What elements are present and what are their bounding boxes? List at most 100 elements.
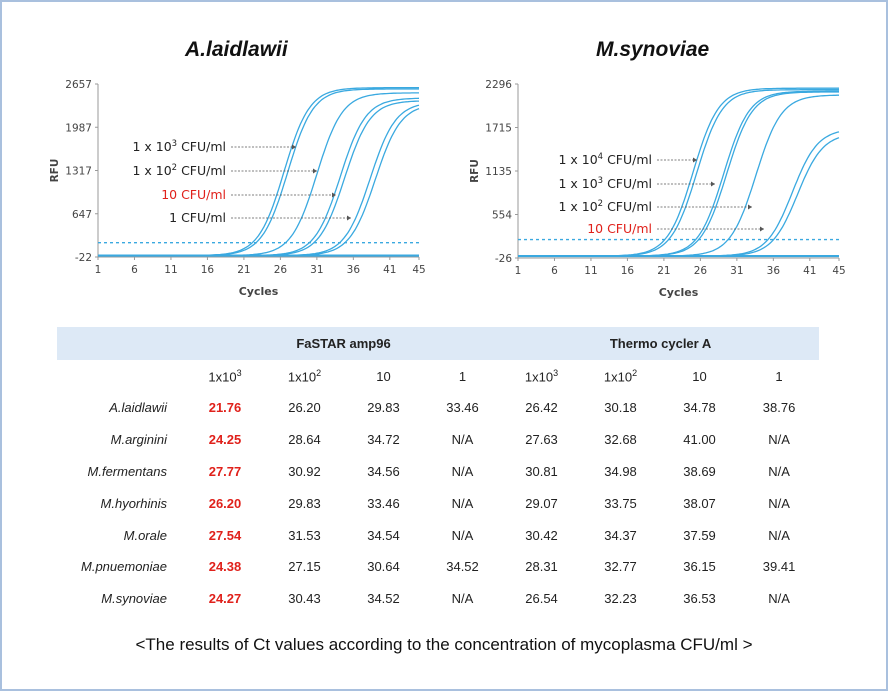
amplification-curve (518, 87, 839, 257)
organism-name: M.arginini (110, 432, 167, 448)
x-tick-label: 16 (621, 265, 635, 277)
y-tick-label: 647 (72, 209, 92, 221)
curve-annotation-label: 1 x 102 CFU/ml (558, 199, 652, 214)
axis-lines (517, 84, 839, 259)
arrow-head (347, 215, 351, 221)
ct-value: 33.46 (367, 495, 400, 511)
x-tick-label: 36 (767, 265, 781, 277)
arrow-head (292, 144, 296, 150)
ct-value: 24.25 (208, 432, 242, 448)
curve-annotation-label: 1 CFU/ml (169, 210, 226, 225)
y-tick-label: 1715 (485, 123, 512, 135)
amplification-curve (518, 89, 839, 257)
curve-annotation-label: 1 x 103 CFU/ml (558, 176, 652, 191)
ct-value: N/A (451, 432, 474, 448)
table-group-fastar: FaSTAR amp96 (185, 327, 503, 360)
ct-value: 28.31 (525, 559, 558, 575)
table-row: M.hyorhinis 26.20 29.83 33.46 N/A 29.07 33.75 3… (57, 487, 819, 519)
concentration-header: 1x102 (287, 367, 322, 385)
x-tick-label: 1 (515, 265, 522, 277)
x-tick-label: 11 (164, 264, 177, 276)
ct-value: 30.92 (288, 463, 321, 479)
ct-value: 30.81 (525, 463, 558, 479)
ct-value: 34.52 (367, 591, 400, 607)
ct-value: 26.54 (525, 591, 558, 607)
ct-value: 34.72 (367, 432, 400, 448)
ct-value: N/A (768, 432, 790, 448)
y-axis-label: RFU (49, 159, 61, 183)
ct-value: 37.59 (683, 527, 716, 543)
x-tick-label: 31 (310, 264, 323, 276)
concentration-header: 10 (692, 368, 707, 384)
ct-value: 39.41 (762, 559, 796, 575)
concentration-header: 10 (376, 368, 391, 384)
organism-name: M.fermentans (87, 463, 167, 479)
ct-value: 38.76 (762, 400, 796, 416)
x-tick-label: 16 (201, 264, 215, 276)
ct-value: N/A (768, 527, 790, 543)
y-tick-label: 554 (492, 210, 512, 222)
curve-annotation-label: 1 x 103 CFU/ml (132, 139, 226, 154)
table-group-thermo: Thermo cycler A (502, 327, 820, 360)
x-tick-label: 6 (131, 264, 138, 276)
ct-value: 26.20 (208, 495, 242, 511)
ct-value: 30.42 (525, 527, 558, 543)
x-tick-label: 31 (730, 265, 743, 277)
amplification-curve (98, 104, 420, 257)
x-axis-label: Cycles (239, 285, 279, 298)
ct-value: 34.54 (367, 527, 400, 543)
x-tick-label: 1 (95, 264, 102, 276)
y-tick-label: -26 (495, 253, 512, 265)
arrow-head (332, 192, 336, 198)
ct-value: 24.27 (208, 591, 242, 607)
organism-name: M.orale (123, 527, 167, 543)
organism-name: M.hyorhinis (100, 495, 167, 511)
chart-title-right: M.synoviae (596, 38, 710, 61)
ct-value: 21.76 (208, 400, 242, 416)
ct-value: 33.46 (446, 400, 479, 416)
table-row: M.arginini 24.25 28.64 34.72 N/A 27.63 32.68 41… (57, 424, 819, 456)
x-tick-label: 21 (657, 265, 670, 277)
ct-value: N/A (768, 591, 790, 607)
amplification-curve (518, 137, 840, 257)
ct-value: 26.20 (288, 400, 321, 416)
concentration-row: 1x103 1x102 10 1 1x103 1x102 10 1 (57, 360, 819, 392)
ct-value: 31.53 (288, 527, 321, 543)
ct-value: 38.07 (683, 495, 716, 511)
curve-annotation-label: 10 CFU/ml (587, 221, 652, 236)
table-row: A.laidlawii 21.76 26.20 29.83 33.46 26.42 30.1… (57, 392, 819, 424)
ct-value: 30.64 (367, 559, 400, 575)
amplification-curve (518, 91, 839, 257)
amplification-curve (518, 131, 840, 257)
organism-name: M.pnuemoniae (81, 559, 167, 575)
y-axis-label: RFU (469, 159, 481, 183)
organism-name: M.synoviae (101, 591, 167, 607)
chart-title-left: A.laidlawii (185, 38, 288, 61)
ct-value: N/A (768, 463, 790, 479)
y-tick-label: 1987 (65, 122, 92, 134)
ct-value: 24.38 (208, 559, 242, 575)
ct-value: 28.64 (288, 432, 321, 448)
ct-value: 41.00 (683, 432, 716, 448)
y-tick-label: 2296 (485, 79, 512, 91)
arrow-head (760, 226, 764, 232)
x-tick-label: 11 (584, 265, 597, 277)
ct-value: 36.53 (683, 591, 716, 607)
ct-value: 34.56 (367, 463, 400, 479)
ct-value: 36.15 (683, 559, 716, 575)
ct-value: 34.37 (604, 527, 637, 543)
x-tick-label: 21 (237, 264, 250, 276)
ct-value: 26.42 (525, 400, 558, 416)
x-tick-label: 26 (274, 264, 288, 276)
ct-value: 32.68 (604, 432, 637, 448)
x-tick-label: 41 (803, 265, 816, 277)
arrow-head (693, 157, 697, 163)
ct-value: 27.54 (208, 527, 242, 543)
table-row: M.synoviae 24.27 30.43 34.52 N/A 26.54 32.23 36… (57, 583, 819, 615)
amplification-curve (518, 90, 839, 257)
ct-value: 29.07 (525, 495, 558, 511)
amplification-curve (98, 107, 420, 257)
figure-caption: <The results of Ct values according to t… (135, 635, 753, 654)
x-tick-label: 6 (551, 265, 558, 277)
table-row: M.pnuemoniae 24.38 27.15 30.64 34.52 28.31 32.… (57, 551, 819, 583)
